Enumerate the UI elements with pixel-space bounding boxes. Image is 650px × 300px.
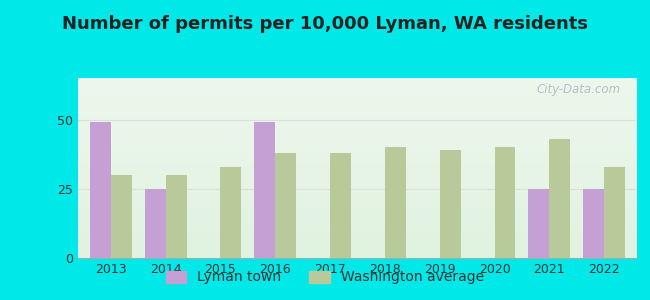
Bar [254,122,276,258]
Bar [583,189,604,258]
Bar [495,147,515,258]
Bar [90,122,111,258]
Text: City-Data.com: City-Data.com [536,83,620,96]
Bar [528,189,549,258]
Bar [111,175,132,258]
Bar [220,167,241,258]
Bar [604,167,625,258]
Text: Number of permits per 10,000 Lyman, WA residents: Number of permits per 10,000 Lyman, WA r… [62,15,588,33]
Bar [166,175,187,258]
Bar [439,150,461,258]
Bar [145,189,166,258]
Bar [330,153,351,258]
Legend: Lyman town, Washington average: Lyman town, Washington average [160,265,490,290]
Bar [385,147,406,258]
Bar [549,139,570,258]
Bar [276,153,296,258]
